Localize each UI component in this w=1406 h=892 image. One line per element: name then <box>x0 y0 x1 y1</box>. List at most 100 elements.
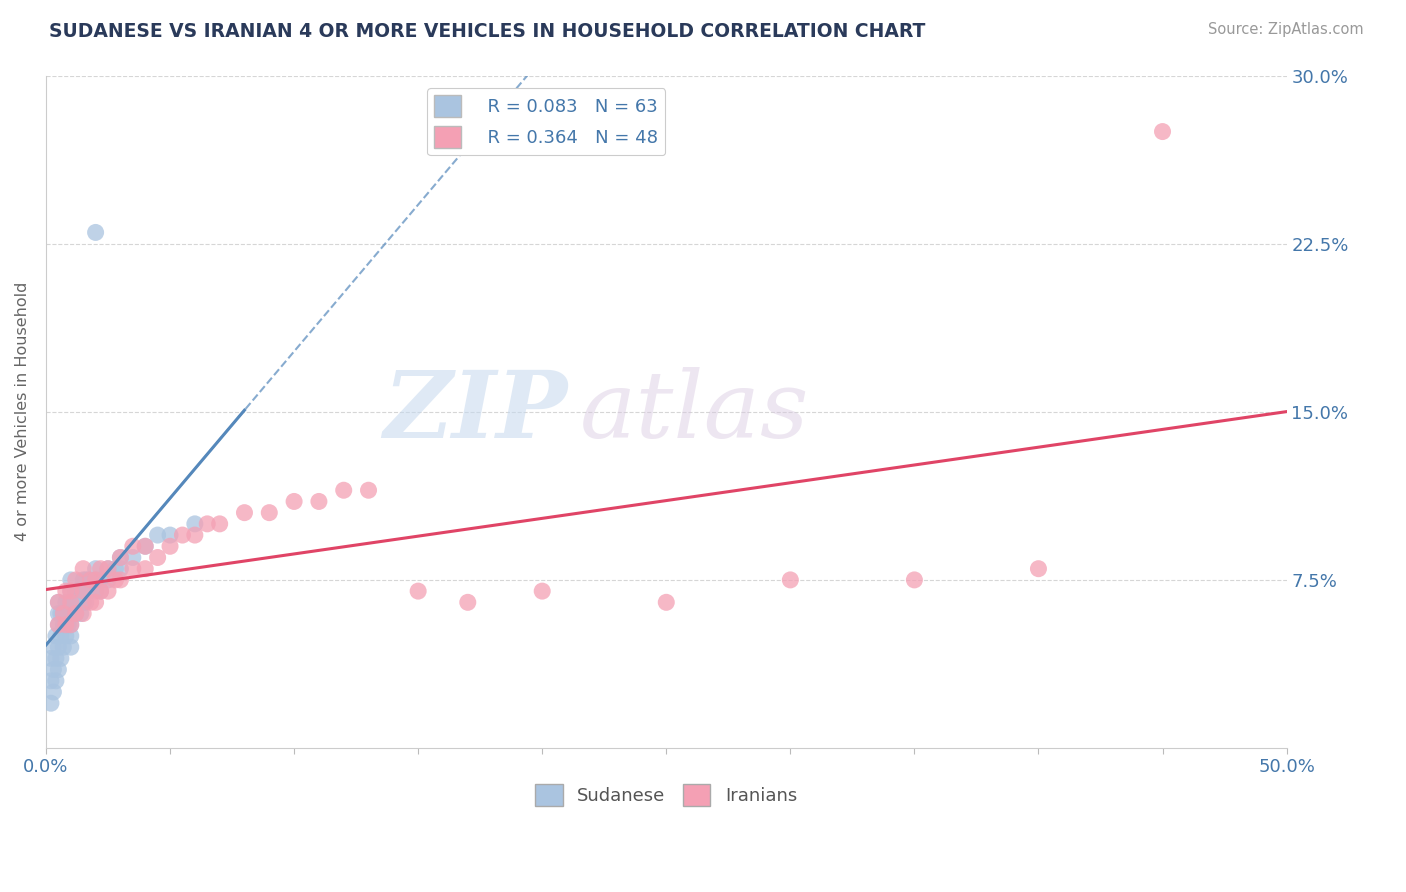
Point <box>104 562 127 576</box>
Point <box>49 651 72 665</box>
Point <box>59 584 82 599</box>
Point <box>59 617 82 632</box>
Point <box>104 573 127 587</box>
Point <box>65 595 87 609</box>
Point <box>59 573 82 587</box>
Point <box>65 607 87 621</box>
Point <box>77 584 100 599</box>
Point <box>45 629 67 643</box>
Point <box>283 494 305 508</box>
Point <box>84 226 107 240</box>
Point <box>84 573 107 587</box>
Point <box>84 595 107 609</box>
Point <box>110 550 132 565</box>
Y-axis label: 4 or more Vehicles in Household: 4 or more Vehicles in Household <box>15 282 30 541</box>
Point <box>72 595 94 609</box>
Point <box>172 528 194 542</box>
Point <box>655 595 678 609</box>
Point <box>357 483 380 498</box>
Point <box>52 640 75 655</box>
Point <box>55 607 77 621</box>
Point <box>779 573 801 587</box>
Text: SUDANESE VS IRANIAN 4 OR MORE VEHICLES IN HOUSEHOLD CORRELATION CHART: SUDANESE VS IRANIAN 4 OR MORE VEHICLES I… <box>49 22 925 41</box>
Point <box>72 584 94 599</box>
Point <box>195 516 218 531</box>
Point <box>72 562 94 576</box>
Point <box>75 573 97 587</box>
Point <box>457 595 479 609</box>
Point <box>58 595 80 609</box>
Text: Source: ZipAtlas.com: Source: ZipAtlas.com <box>1208 22 1364 37</box>
Point <box>97 584 120 599</box>
Point <box>531 584 554 599</box>
Point <box>49 607 72 621</box>
Point <box>121 550 143 565</box>
Point <box>67 595 90 609</box>
Point <box>58 607 80 621</box>
Point <box>79 595 101 609</box>
Point <box>233 506 256 520</box>
Point <box>159 528 181 542</box>
Legend: Sudanese, Iranians: Sudanese, Iranians <box>529 777 804 813</box>
Point <box>48 663 70 677</box>
Point <box>84 573 107 587</box>
Point <box>110 573 132 587</box>
Point <box>42 685 65 699</box>
Point <box>65 584 87 599</box>
Point <box>77 573 100 587</box>
Point <box>45 651 67 665</box>
Point <box>39 696 62 710</box>
Point <box>42 640 65 655</box>
Point <box>59 595 82 609</box>
Point <box>90 584 112 599</box>
Point <box>121 562 143 576</box>
Point <box>59 595 82 609</box>
Text: ZIP: ZIP <box>382 367 567 457</box>
Point <box>84 562 107 576</box>
Point <box>134 539 156 553</box>
Point <box>146 528 169 542</box>
Point <box>69 584 91 599</box>
Point <box>110 562 132 576</box>
Point <box>308 494 330 508</box>
Point <box>332 483 354 498</box>
Point <box>75 595 97 609</box>
Point <box>42 663 65 677</box>
Point <box>72 573 94 587</box>
Point <box>59 617 82 632</box>
Point <box>134 562 156 576</box>
Point <box>45 673 67 688</box>
Point <box>65 607 87 621</box>
Text: atlas: atlas <box>579 367 808 457</box>
Point <box>58 617 80 632</box>
Point <box>134 539 156 553</box>
Point <box>159 539 181 553</box>
Point <box>39 673 62 688</box>
Point <box>59 607 82 621</box>
Point <box>84 584 107 599</box>
Point <box>121 539 143 553</box>
Point <box>48 595 70 609</box>
Point <box>184 516 207 531</box>
Point <box>65 573 87 587</box>
Point <box>67 584 90 599</box>
Point <box>59 584 82 599</box>
Point <box>48 595 70 609</box>
Point <box>146 550 169 565</box>
Point <box>55 629 77 643</box>
Point <box>903 573 925 587</box>
Point <box>72 607 94 621</box>
Point <box>110 550 132 565</box>
Point <box>97 562 120 576</box>
Point <box>48 617 70 632</box>
Point <box>55 595 77 609</box>
Point <box>59 640 82 655</box>
Point <box>52 607 75 621</box>
Point <box>259 506 281 520</box>
Point <box>48 640 70 655</box>
Point <box>49 629 72 643</box>
Point <box>59 629 82 643</box>
Point <box>97 573 120 587</box>
Point <box>39 651 62 665</box>
Point <box>72 584 94 599</box>
